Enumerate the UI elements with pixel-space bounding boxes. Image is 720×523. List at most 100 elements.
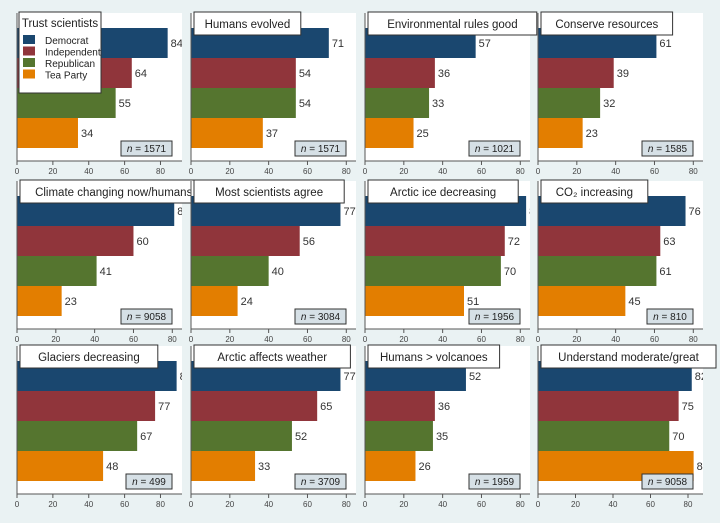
panel-8: 76 63 61 45 0 20 40 60 80 n = 810 CO₂ increasing [536,179,703,344]
bar-independent [538,58,614,88]
x-tick-label: 40 [264,335,273,344]
bar-value-label: 70 [672,431,684,443]
x-tick-label: 60 [650,335,659,344]
bar-republican [538,88,601,118]
bar-independent [538,226,661,256]
bar-value-label: 72 [508,236,520,248]
bar-value-label: 34 [81,128,93,140]
panel-title: Humans evolved [205,19,291,31]
x-tick-label: 60 [303,167,312,176]
bar-value-label: 64 [135,68,147,80]
x-tick-label: 60 [129,335,138,344]
bar-value-label: 52 [469,371,481,383]
x-tick-label: 40 [438,500,447,509]
n-box-frame [468,140,521,157]
bar-value-label: 70 [504,266,516,278]
x-tick-label: 60 [120,500,129,509]
n-box: n = 9058 [641,473,694,490]
x-tick-label: 0 [189,500,194,509]
bar-republican [191,88,296,118]
n-value: = 1585 [653,144,687,155]
n-symbol: n [127,312,133,323]
n-label: n = 810 [653,312,687,323]
x-tick-label: 40 [438,167,447,176]
bar-value-label: 75 [682,401,694,413]
bar-value-label: 60 [136,236,148,248]
x-tick-label: 60 [303,500,312,509]
n-box-frame [468,473,521,490]
panel-title-frame [367,179,519,204]
n-symbol: n [475,144,481,155]
n-label: n = 1571 [127,144,167,155]
panel-1: 84 64 55 34 0 20 40 60 80 n = 1571 Trust scientist… [15,11,182,176]
x-tick-label: 20 [51,335,60,344]
bar-republican [365,88,430,118]
bar-tea-party [17,118,78,148]
x-tick-label: 20 [572,335,581,344]
bar-value-label: 89 [180,371,192,383]
panel-title-box: Environmental rules good [367,11,538,36]
panel-title-box: Conserve resources [540,11,674,36]
x-tick-label: 40 [84,500,93,509]
n-symbol: n [648,144,654,155]
bar-value-label: 76 [689,206,701,218]
bar-tea-party [191,451,256,481]
x-tick-label: 60 [650,167,659,176]
panel-title: Arctic affects weather [217,352,327,364]
x-tick-label: 80 [156,167,165,176]
panel-title: Climate changing now/humans [35,187,193,199]
bar-value-label: 71 [332,38,344,50]
x-tick-label: 80 [156,500,165,509]
n-value: = 3709 [306,477,340,488]
x-tick-label: 40 [438,335,447,344]
bar-value-label: 33 [432,98,444,110]
x-tick-label: 40 [264,167,273,176]
x-tick-label: 20 [399,500,408,509]
legend: Trust scientists DemocratIndependentRepub… [18,11,102,94]
x-tick-label: 40 [611,167,620,176]
x-tick-label: 0 [15,500,20,509]
panel-12: 82 75 70 83 0 20 40 60 80 n = 9058 Understand mode… [536,344,717,509]
bar-republican [538,256,657,286]
panel-title-box: Understand moderate/great [540,344,717,369]
x-tick-label: 0 [536,167,541,176]
n-box: n = 1021 [468,140,521,157]
bar-republican [538,421,670,451]
n-box-frame [120,140,173,157]
panel-title-box: Most scientists agree [193,179,345,204]
n-box: n = 1571 [294,140,347,157]
bar-value-label: 77 [343,206,355,218]
n-box: n = 810 [646,308,694,325]
x-tick-label: 0 [15,335,20,344]
n-symbol: n [301,477,307,488]
legend-label: Republican [45,59,95,70]
x-tick-label: 0 [189,167,194,176]
n-box: n = 1585 [641,140,694,157]
bar-value-label: 77 [343,371,355,383]
panel-title: Understand moderate/great [558,352,699,364]
bar-tea-party [538,286,626,316]
bar-value-label: 83 [697,461,709,473]
bar-independent [538,391,679,421]
bar-value-label: 63 [663,236,675,248]
bar-independent [191,391,318,421]
bar-tea-party [191,118,263,148]
n-label: n = 3084 [301,312,341,323]
x-tick-label: 0 [536,500,541,509]
panel-title: Trust scientists [22,18,99,30]
x-tick-label: 0 [15,167,20,176]
bar-value-label: 65 [320,401,332,413]
n-value: = 3084 [306,312,340,323]
bar-independent [365,58,435,88]
panel-title-frame [193,11,302,36]
legend-swatch [23,46,35,56]
n-label: n = 499 [132,477,166,488]
bar-value-label: 23 [586,128,598,140]
panel-7: 83 72 70 51 0 20 40 60 80 n = 1956 Arctic ice decr… [363,179,530,344]
n-box: n = 499 [125,473,173,490]
panel-title-frame [19,344,159,369]
legend-label: Democrat [45,36,89,47]
panel-title-frame [193,344,351,369]
x-tick-label: 60 [120,167,129,176]
bar-value-label: 52 [295,431,307,443]
